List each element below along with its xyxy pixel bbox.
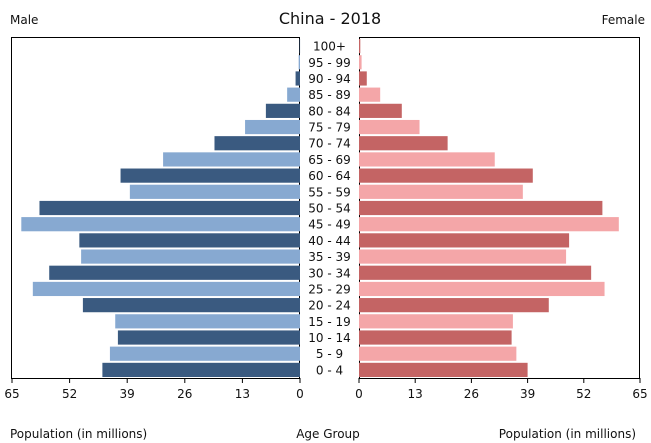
age-group-label: 70 - 74 [308, 137, 351, 151]
male-tick-label: 26 [177, 387, 192, 401]
age-group-label: 85 - 89 [308, 88, 351, 102]
female-axis-title: Population (in millions) [499, 427, 636, 441]
female-bar [359, 71, 367, 86]
male-bar [163, 152, 300, 167]
male-bar [287, 87, 300, 102]
male-bar [32, 281, 300, 297]
age-group-label: 65 - 69 [308, 153, 351, 167]
female-bar [359, 346, 517, 361]
male-bar [295, 71, 300, 86]
age-group-label: 80 - 84 [308, 104, 351, 118]
female-bar [359, 265, 592, 280]
male-bar [49, 265, 300, 280]
male-bar [214, 136, 300, 151]
male-side-label: Male [10, 13, 38, 27]
age-group-label: 15 - 19 [308, 315, 351, 329]
age-group-axis-title: Age Group [296, 427, 360, 441]
age-group-label: 95 - 99 [308, 56, 351, 70]
female-bar [359, 249, 567, 264]
age-group-label: 45 - 49 [308, 218, 351, 232]
female-bar [359, 314, 513, 329]
male-bar [299, 39, 301, 54]
age-group-label: 5 - 9 [316, 347, 343, 361]
female-bar [359, 233, 570, 248]
male-tick-label: 13 [235, 387, 250, 401]
age-group-label: 10 - 14 [308, 331, 351, 345]
male-bar [21, 217, 300, 232]
age-group-label: 75 - 79 [308, 121, 351, 135]
male-bar [298, 55, 300, 70]
male-bars [21, 39, 301, 377]
male-bar [245, 119, 300, 135]
female-bar [359, 103, 402, 118]
female-tick-label: 0 [355, 387, 363, 401]
male-bar [109, 346, 300, 361]
female-side-label: Female [602, 13, 645, 27]
age-group-label: 60 - 64 [308, 169, 351, 183]
age-group-label: 25 - 29 [308, 282, 351, 296]
female-tick-label: 65 [632, 387, 647, 401]
age-group-label: 50 - 54 [308, 202, 351, 216]
female-bar [359, 39, 361, 54]
male-tick-label: 0 [296, 387, 304, 401]
age-group-label: 100+ [313, 40, 346, 54]
female-bar [359, 298, 549, 313]
male-bar [129, 184, 300, 199]
male-axis-title: Population (in millions) [10, 427, 147, 441]
female-bar [359, 119, 420, 135]
male-bar [79, 233, 301, 248]
female-axis-ticks: 0 13 26 39 52 65 [355, 378, 648, 401]
age-group-label: 30 - 34 [308, 266, 351, 280]
age-group-label: 55 - 59 [308, 185, 351, 199]
female-bar [359, 55, 362, 70]
male-bar [265, 103, 300, 118]
age-group-label: 20 - 24 [308, 299, 351, 313]
male-tick-label: 52 [62, 387, 77, 401]
female-bar [359, 87, 381, 102]
female-tick-label: 26 [464, 387, 479, 401]
female-bar [359, 217, 619, 232]
male-bar [81, 249, 301, 264]
male-tick-label: 65 [4, 387, 19, 401]
male-bar [120, 168, 300, 183]
female-bar [359, 281, 605, 297]
female-bar [359, 362, 528, 377]
male-bar [102, 362, 300, 377]
female-bar [359, 136, 448, 151]
female-bar [359, 330, 512, 345]
female-tick-label: 52 [576, 387, 591, 401]
female-bar [359, 168, 533, 183]
age-group-label: 90 - 94 [308, 72, 351, 86]
female-bar [359, 184, 523, 199]
age-group-labels: 100+ 95 - 99 90 - 94 85 - 89 80 - 84 75 - 79 7… [308, 40, 351, 378]
male-bar [115, 314, 300, 329]
female-tick-label: 13 [408, 387, 423, 401]
female-bar [359, 152, 495, 167]
male-bar [39, 200, 301, 216]
male-axis-ticks: 65 52 39 26 13 0 [4, 378, 304, 401]
age-group-label: 35 - 39 [308, 250, 351, 264]
female-bar [359, 200, 603, 216]
age-group-label: 40 - 44 [308, 234, 351, 248]
male-tick-label: 39 [120, 387, 135, 401]
male-bar [82, 298, 301, 313]
female-bars [359, 39, 619, 377]
chart-title: China - 2018 [279, 9, 381, 28]
male-bar [117, 330, 300, 345]
female-tick-label: 39 [520, 387, 535, 401]
age-group-label: 0 - 4 [316, 363, 343, 377]
